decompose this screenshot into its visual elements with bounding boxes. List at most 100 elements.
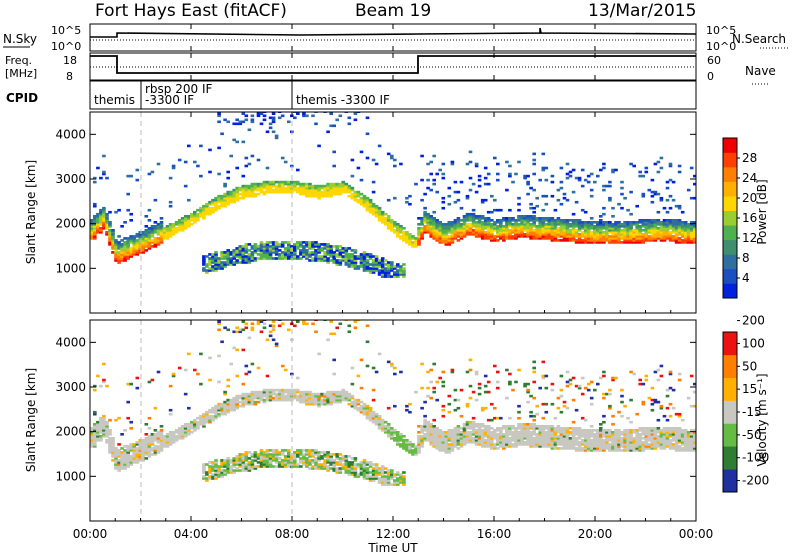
power-cell <box>350 192 355 196</box>
power-cell <box>450 229 455 232</box>
velocity-cell <box>486 439 491 442</box>
power-cell <box>220 251 224 254</box>
velocity-cell <box>380 423 385 426</box>
velocity-cell <box>444 449 449 452</box>
power-cell <box>402 233 406 236</box>
power-cell <box>168 225 173 228</box>
power-cell <box>271 182 276 186</box>
velocity-cell <box>526 400 530 404</box>
power-cell <box>314 122 318 126</box>
velocity-cell <box>126 465 130 468</box>
power-cell <box>338 251 343 254</box>
velocity-cell <box>229 465 233 468</box>
power-cell <box>250 253 255 256</box>
power-cell <box>441 233 446 236</box>
power-cell <box>105 231 109 234</box>
power-cell <box>471 231 476 234</box>
power-cell <box>141 241 146 244</box>
velocity-cell <box>326 390 330 394</box>
velocity-cell <box>317 465 321 468</box>
power-cell <box>596 233 600 236</box>
power-cell <box>529 206 533 210</box>
velocity-cell <box>583 441 588 444</box>
power-cell <box>505 233 509 236</box>
power-cell <box>374 263 379 266</box>
power-cell <box>517 223 521 226</box>
power-cell <box>450 227 455 230</box>
power-cell <box>659 156 664 160</box>
power-cell <box>265 182 270 186</box>
power-cell <box>641 194 646 198</box>
velocity-cell <box>117 459 121 462</box>
velocity-cell <box>247 336 252 340</box>
power-cell <box>541 235 546 238</box>
velocity-cell <box>586 439 591 442</box>
velocity-cell <box>238 400 243 404</box>
power-cell <box>165 237 170 240</box>
velocity-cell <box>444 433 449 436</box>
power-cell <box>323 255 327 258</box>
power-cell <box>238 120 243 124</box>
velocity-cell <box>353 467 358 470</box>
power-cell <box>426 212 430 216</box>
velocity-cell <box>483 431 488 434</box>
power-cell <box>499 221 503 224</box>
velocity-cell <box>314 398 318 402</box>
power-cell <box>199 210 203 214</box>
velocity-cell <box>435 429 439 432</box>
power-cell <box>659 239 664 242</box>
power-cell <box>383 271 388 274</box>
power-cell <box>183 219 188 222</box>
velocity-cell <box>299 394 303 398</box>
power-cell <box>617 239 621 242</box>
power-cell <box>202 259 206 262</box>
velocity-cell <box>408 445 412 448</box>
power-cell <box>371 204 376 208</box>
velocity-cell <box>111 447 115 450</box>
power-cell <box>274 245 279 248</box>
cpid-segment-1: themis <box>94 93 135 107</box>
velocity-cell <box>296 465 300 468</box>
velocity-cell <box>399 479 403 482</box>
power-cell <box>211 255 215 258</box>
power-cell <box>414 241 418 244</box>
power-cell <box>293 186 297 190</box>
power-cell <box>108 223 112 226</box>
power-cell <box>174 229 179 232</box>
power-cell <box>535 229 539 232</box>
velocity-cell <box>559 410 564 414</box>
velocity-cell <box>193 429 197 432</box>
velocity-cell <box>268 392 273 396</box>
power-cell <box>659 223 664 226</box>
velocity-cell <box>447 431 452 434</box>
power-cell <box>605 227 609 230</box>
power-cell <box>393 164 397 168</box>
power-cell <box>644 227 649 230</box>
power-cell <box>662 231 667 234</box>
velocity-cell <box>359 465 364 468</box>
velocity-cell <box>126 449 130 452</box>
power-cell <box>241 190 246 194</box>
power-cell <box>638 241 642 244</box>
power-cell <box>423 225 427 228</box>
power-cell <box>526 227 530 230</box>
velocity-cell <box>141 453 146 456</box>
power-cell <box>629 227 633 230</box>
power-cell <box>202 206 206 210</box>
power-cell <box>299 188 303 192</box>
power-cell <box>344 263 349 266</box>
velocity-cell <box>426 437 430 440</box>
velocity-cell <box>517 439 521 442</box>
power-cell <box>429 225 433 228</box>
velocity-cell <box>350 404 355 408</box>
power-cell <box>323 259 327 262</box>
power-cell <box>399 271 403 274</box>
velocity-cell <box>277 388 282 392</box>
velocity-cell <box>214 416 218 420</box>
velocity-cell <box>574 447 579 450</box>
power-cell <box>102 208 106 212</box>
velocity-cell <box>471 425 476 428</box>
power-cell <box>574 219 579 222</box>
power-cell <box>341 247 346 250</box>
velocity-cell <box>417 445 421 448</box>
